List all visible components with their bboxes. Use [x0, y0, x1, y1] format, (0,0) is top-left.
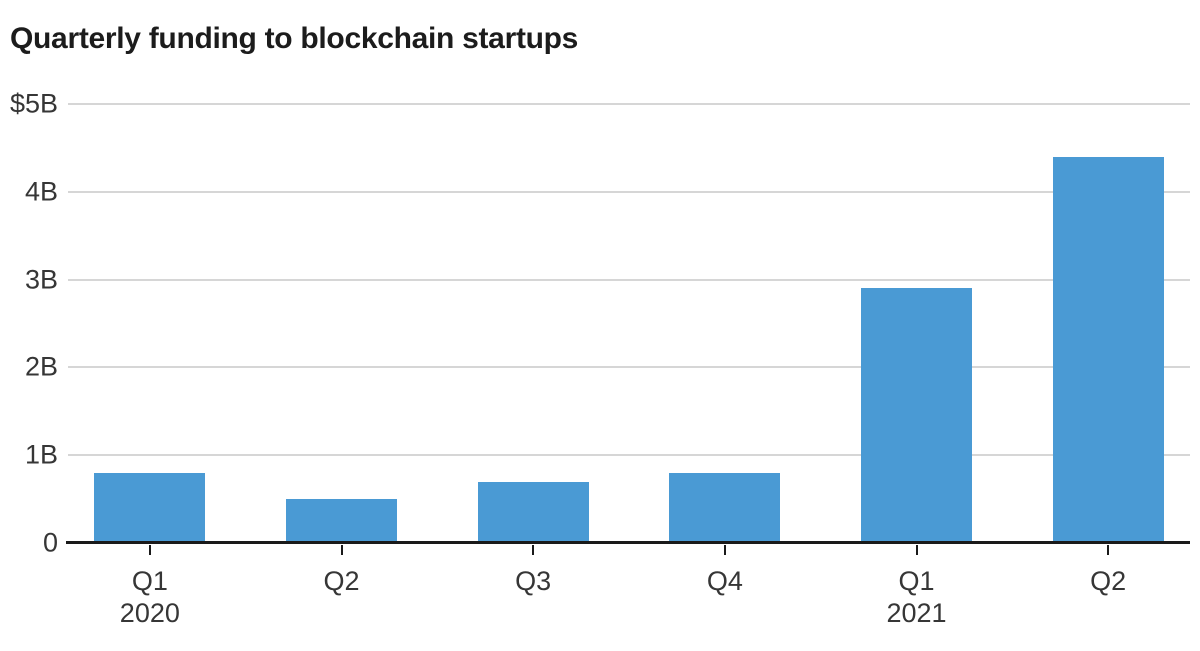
bar-q4-2020 [669, 472, 781, 543]
bar-slot-q2-2020: Q2 [246, 104, 438, 596]
y-tick-label: 4B [24, 176, 58, 207]
x-tick-label-quarter: Q1 [131, 566, 168, 596]
chart-title: Quarterly funding to blockchain startups [10, 22, 579, 55]
bars-layer: Q1 2020 Q2 Q3 Q4 Q1 2021 Q2 [54, 104, 1200, 628]
bar-q2-2021 [1052, 156, 1164, 543]
bar-slot-q1-2020: Q1 2020 [54, 104, 246, 628]
x-axis-tick [340, 545, 343, 555]
gridline-4B [68, 190, 1190, 193]
gridline-2B [68, 366, 1190, 369]
y-tick-label: 3B [24, 264, 58, 295]
x-tick-label-year: 2021 [886, 598, 947, 628]
y-tick-label: 1B [24, 439, 58, 470]
gridline-1B [68, 454, 1190, 457]
x-tick-label-quarter: Q3 [515, 566, 552, 596]
y-axis-labels: 0 1B 2B 3B 4B $5B [0, 90, 58, 556]
x-axis-line [66, 541, 1190, 544]
y-tick-label: 2B [24, 351, 58, 382]
x-tick-label-quarter: Q4 [706, 566, 743, 596]
x-axis-tick [1107, 545, 1110, 555]
bar-q1-2020 [94, 472, 206, 543]
x-axis-tick [148, 545, 151, 555]
gridlines-layer [68, 103, 1190, 543]
bar-slot-q3-2020: Q3 [437, 104, 629, 596]
bar-q2-2020 [285, 499, 398, 543]
x-axis-tick [723, 545, 726, 555]
x-tick-label-quarter: Q1 [898, 566, 935, 596]
bar-slot-q4-2020: Q4 [629, 104, 821, 596]
y-tick-label: $5B [9, 88, 58, 119]
bar-q3-2020 [477, 481, 589, 543]
x-tick-label-quarter: Q2 [1090, 566, 1127, 596]
gridline-5B [68, 103, 1190, 105]
bar-slot-q2-2021: Q2 [1012, 104, 1200, 596]
y-tick-label: 0 [42, 527, 58, 558]
gridline-3B [68, 278, 1190, 281]
x-axis-tick [915, 545, 918, 555]
bar-slot-q1-2021: Q1 2021 [821, 104, 1013, 628]
bar-q1-2021 [860, 288, 973, 543]
x-axis-tick [532, 545, 535, 555]
x-tick-label-year: 2020 [119, 598, 180, 628]
x-tick-label-quarter: Q2 [323, 566, 360, 596]
